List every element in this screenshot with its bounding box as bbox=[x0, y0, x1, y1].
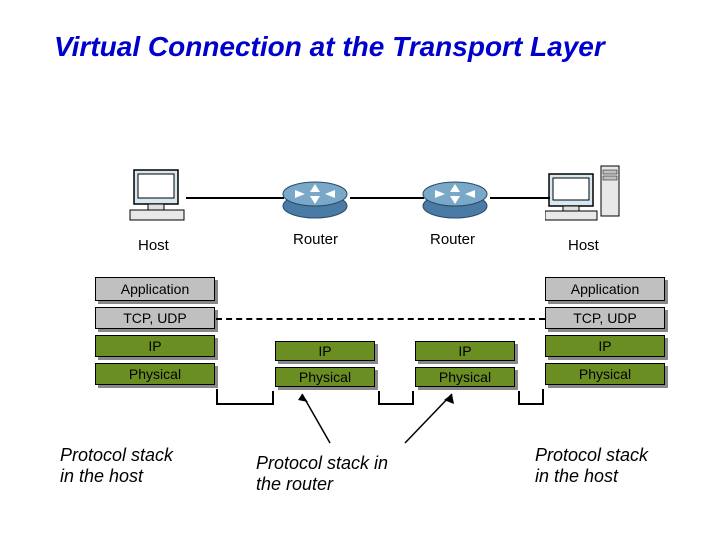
virtual-connection-line bbox=[216, 318, 545, 320]
router-right-icon bbox=[420, 178, 490, 222]
layer-label: TCP, UDP bbox=[123, 310, 187, 326]
title-text: Virtual Connection at the Transport Laye… bbox=[54, 31, 605, 62]
layer-label: Physical bbox=[299, 369, 351, 385]
caption-line: in the host bbox=[535, 466, 648, 487]
caption-center: Protocol stack in the router bbox=[256, 453, 388, 495]
layer-label: IP bbox=[598, 338, 611, 354]
phys-conn bbox=[216, 403, 274, 405]
host-left-physical: Physical bbox=[95, 363, 215, 385]
layer-label: IP bbox=[148, 338, 161, 354]
host-right-physical: Physical bbox=[545, 363, 665, 385]
page-title: Virtual Connection at the Transport Laye… bbox=[54, 30, 654, 64]
host-right-icon bbox=[545, 164, 623, 222]
layer-label: TCP, UDP bbox=[573, 310, 637, 326]
host-left-label: Host bbox=[138, 237, 169, 254]
arrow-to-router-right bbox=[400, 388, 470, 448]
layer-label: Application bbox=[571, 281, 640, 297]
layer-label: Physical bbox=[579, 366, 631, 382]
caption-right: Protocol stack in the host bbox=[535, 445, 648, 487]
connect-line bbox=[490, 197, 550, 199]
router-left-icon bbox=[280, 178, 350, 222]
layer-label: Physical bbox=[129, 366, 181, 382]
layer-label: Physical bbox=[439, 369, 491, 385]
layer-label: Application bbox=[121, 281, 190, 297]
caption-line: Protocol stack bbox=[535, 445, 648, 466]
caption-line: in the host bbox=[60, 466, 173, 487]
caption-line: Protocol stack in bbox=[256, 453, 388, 474]
router-right-ip: IP bbox=[415, 341, 515, 361]
phys-conn bbox=[272, 391, 274, 405]
router-left-ip: IP bbox=[275, 341, 375, 361]
caption-left: Protocol stack in the host bbox=[60, 445, 173, 487]
phys-conn bbox=[542, 389, 544, 405]
host-right-application: Application bbox=[545, 277, 665, 301]
host-left-tcpudp: TCP, UDP bbox=[95, 307, 215, 329]
caption-line: the router bbox=[256, 474, 388, 495]
layer-label: IP bbox=[458, 343, 471, 359]
host-right-tcpudp: TCP, UDP bbox=[545, 307, 665, 329]
router-left-physical: Physical bbox=[275, 367, 375, 387]
router-right-label: Router bbox=[430, 231, 475, 248]
router-right-physical: Physical bbox=[415, 367, 515, 387]
arrow-to-router-left bbox=[290, 388, 350, 448]
connect-line bbox=[186, 197, 284, 199]
host-left-application: Application bbox=[95, 277, 215, 301]
connect-line bbox=[350, 197, 424, 199]
host-right-ip: IP bbox=[545, 335, 665, 357]
host-left-ip: IP bbox=[95, 335, 215, 357]
router-left-label: Router bbox=[293, 231, 338, 248]
layer-label: IP bbox=[318, 343, 331, 359]
caption-line: Protocol stack bbox=[60, 445, 173, 466]
host-left-icon bbox=[128, 168, 186, 222]
host-right-label: Host bbox=[568, 237, 599, 254]
phys-conn bbox=[518, 403, 544, 405]
